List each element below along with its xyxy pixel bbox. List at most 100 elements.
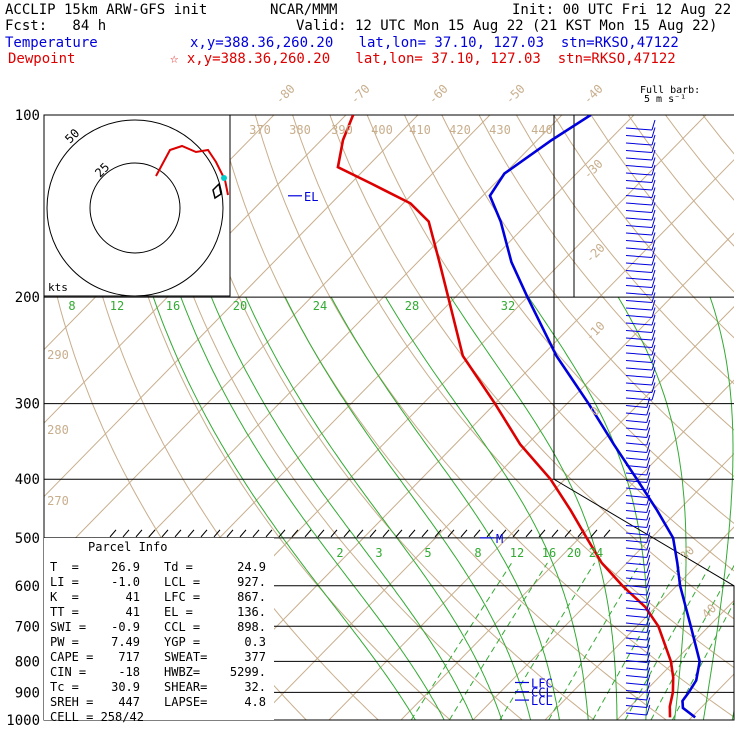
parcel-row: CAPE = 717 SWEAT= 377 (50, 650, 270, 665)
wind-barb (651, 119, 656, 131)
hatch-mark (213, 529, 221, 538)
level-marker-label: LCL (531, 694, 553, 708)
wind-barb (625, 570, 647, 573)
wind-barb (646, 667, 651, 678)
wind-barb (646, 442, 651, 453)
parcel-param-value: 4.8 (244, 695, 266, 709)
hatch-mark (486, 529, 494, 538)
parcel-param-label: CIN = (50, 665, 87, 679)
hatch-mark (538, 529, 546, 538)
wind-barb (625, 450, 647, 453)
wind-barb (646, 569, 651, 581)
dry-adiabat-line (665, 115, 734, 201)
dry-adiabat-line (404, 115, 734, 525)
hodograph-ring-inner (89, 162, 181, 254)
wind-barb (625, 322, 653, 326)
wind-barb (651, 329, 656, 341)
wind-barb (651, 142, 656, 153)
wind-barb (651, 202, 656, 213)
wind-barb (646, 674, 651, 686)
wind-barb (625, 675, 647, 678)
hatch-mark (304, 529, 312, 538)
wind-barb (646, 472, 651, 483)
pressure-label: 800 (15, 654, 40, 670)
wind-barb (625, 195, 653, 198)
wind-barb (625, 600, 647, 603)
wind-barb (625, 495, 647, 498)
pressure-label: 900 (15, 685, 40, 701)
wind-barb (651, 172, 656, 183)
hatch-mark (239, 529, 247, 538)
hatch-mark (447, 529, 455, 538)
parcel-param-label: CCL = (164, 620, 201, 634)
isotherm-label: -10 (583, 319, 608, 344)
hatch-mark (317, 529, 325, 538)
hatch-mark (356, 529, 364, 538)
wind-barb (646, 434, 651, 446)
parcel-row: PW = 7.49 YGP = 0.3 (50, 635, 270, 650)
wind-barb (651, 232, 656, 243)
model-title: ACCLIP 15km ARW-GFS init (5, 2, 208, 18)
level-marker-label: CCL (531, 686, 553, 700)
wind-barb (646, 539, 651, 551)
parcel-param-value: 377 (244, 650, 266, 664)
hatch-mark (187, 529, 195, 538)
moist-adiabat-label: 28 (405, 299, 419, 313)
parcel-param-value: 41 (125, 590, 140, 604)
parcel-param-label: TT = (50, 605, 79, 619)
wind-barb (625, 562, 647, 566)
wind-barb (625, 382, 653, 386)
isotherm-label: -60 (426, 82, 451, 107)
wind-barb (651, 262, 656, 273)
wind-barb (651, 239, 656, 251)
hatch-mark (226, 529, 234, 538)
wind-barb (646, 682, 651, 693)
wind-barb (651, 149, 656, 161)
wind-barb (651, 337, 656, 348)
moist-adiabat-line (330, 296, 560, 720)
wind-barb (625, 585, 647, 588)
parcel-row: CIN = -18 HWBZ= 5299. (50, 665, 270, 680)
wind-barb (651, 269, 656, 281)
dry-adiabat-label: 280 (47, 423, 69, 437)
parcel-param-value: 0.3 (244, 635, 266, 649)
moist-adiabat-label: 20 (233, 299, 247, 313)
wind-barb (646, 487, 651, 498)
forecast-hour: Fcst: 84 h (5, 18, 107, 34)
isotherm-line (184, 159, 734, 720)
dry-adiabat-label: 370 (249, 123, 271, 137)
dry-adiabat-label: 430 (489, 123, 511, 137)
moist-adiabat-label: 8 (68, 299, 75, 313)
hatch-mark (265, 529, 273, 538)
hatch-mark (434, 529, 442, 538)
wind-barb (651, 179, 656, 191)
temperature-legend: Temperature (5, 35, 98, 51)
parcel-param-label: LI = (50, 575, 79, 589)
wind-barb (651, 367, 656, 378)
wind-barb (646, 547, 651, 558)
parcel-param-value: 927. (237, 575, 266, 589)
wind-barb (625, 412, 647, 416)
wind-barb (625, 135, 653, 138)
hatch-mark (551, 529, 559, 538)
wind-barb (625, 157, 653, 161)
parcel-param-value: 717 (118, 650, 140, 664)
org-label: NCAR/MMM (270, 2, 338, 18)
parcel-param-label: PW = (50, 635, 79, 649)
dewpoint-location: ☆ x,y=388.36,260.20 lat,lon= 37.10, 127.… (170, 51, 676, 67)
mixing-ratio-line (410, 562, 513, 720)
valid-time: Valid: 12 UTC Mon 15 Aug 22 (21 KST Mon … (296, 18, 718, 34)
wind-barb (646, 584, 651, 596)
parcel-param-value: 26.9 (111, 560, 140, 574)
wind-barb (625, 315, 653, 318)
wind-barb (625, 405, 647, 408)
wind-barb (651, 254, 656, 266)
wind-barb (625, 487, 647, 491)
mixing-ratio-label: 2 (336, 546, 343, 560)
moist-adiabat-line (450, 296, 618, 720)
hatch-mark (291, 529, 299, 538)
wind-barb (625, 255, 653, 258)
wind-barb (625, 345, 653, 348)
hatch-mark (460, 529, 468, 538)
